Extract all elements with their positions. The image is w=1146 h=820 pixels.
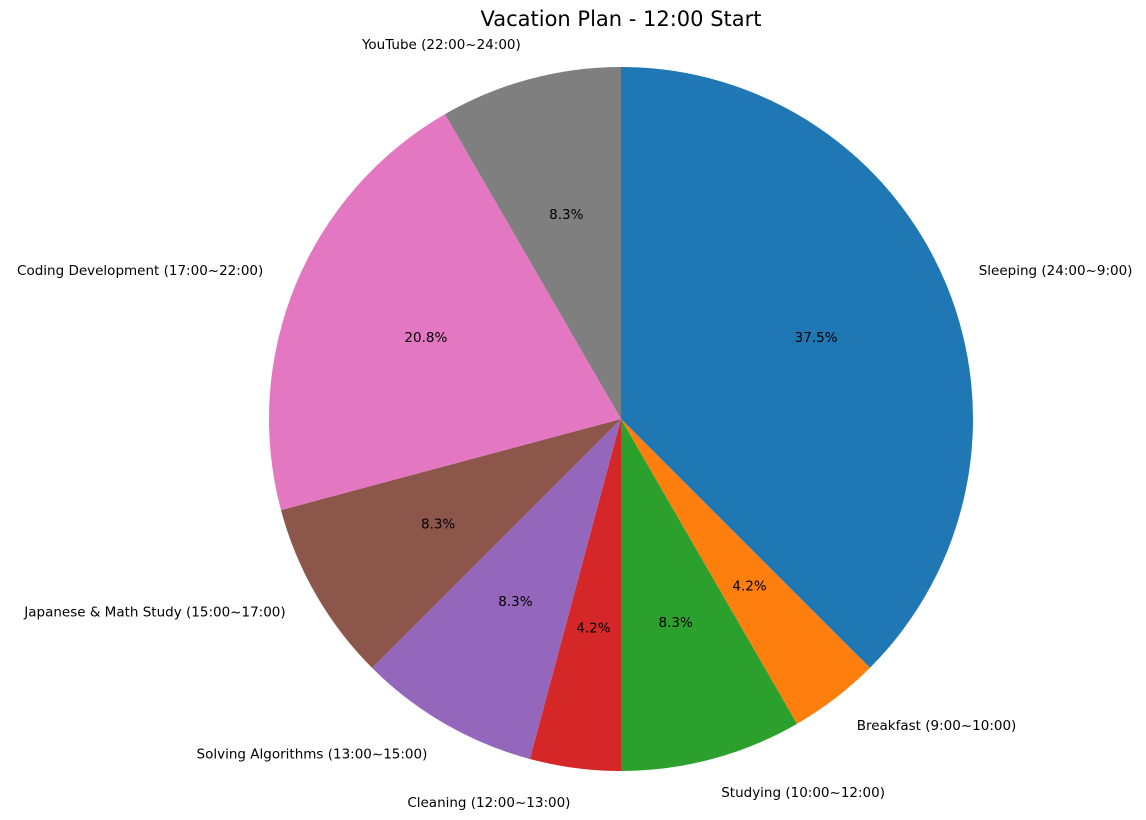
pie-slice-4 — [372, 419, 621, 760]
slice-label-2: Studying (10:00~12:00) — [721, 785, 885, 801]
percent-label-3: 4.2% — [576, 620, 610, 636]
pie-slice-1 — [621, 419, 870, 724]
slice-label-6: Coding Development (17:00~22:00) — [17, 263, 263, 279]
percent-label-6: 20.8% — [404, 330, 447, 346]
slice-label-7: YouTube (22:00~24:00) — [361, 37, 521, 53]
slice-label-1: Breakfast (9:00~10:00) — [857, 718, 1017, 734]
slice-label-3: Cleaning (12:00~13:00) — [407, 795, 570, 811]
percent-label-0: 37.5% — [795, 330, 838, 346]
slice-label-5: Japanese & Math Study (15:00~17:00) — [23, 605, 285, 621]
chart-title: Vacation Plan - 12:00 Start — [480, 7, 761, 31]
percent-label-4: 8.3% — [498, 594, 532, 610]
percent-label-1: 4.2% — [732, 579, 766, 595]
pie-slice-3 — [529, 419, 621, 771]
percent-label-5: 8.3% — [421, 517, 455, 533]
pie-slice-7 — [445, 67, 621, 419]
pie-slice-6 — [268, 114, 621, 511]
pie-slice-0 — [621, 67, 974, 668]
pie-slice-5 — [280, 419, 621, 668]
slice-label-4: Solving Algorithms (13:00~15:00) — [197, 746, 428, 762]
slice-labels: Sleeping (24:00~9:00) Breakfast (9:00~10:… — [17, 37, 1132, 811]
slice-label-0: Sleeping (24:00~9:00) — [979, 263, 1133, 279]
percent-label-2: 8.3% — [659, 615, 693, 631]
pie-slice-2 — [621, 419, 797, 771]
percent-labels: 37.5% 4.2% 8.3% 4.2% 8.3% 8.3% 20.8% 8.3% — [404, 207, 837, 636]
pie-slices — [268, 67, 974, 771]
percent-label-7: 8.3% — [549, 207, 583, 223]
